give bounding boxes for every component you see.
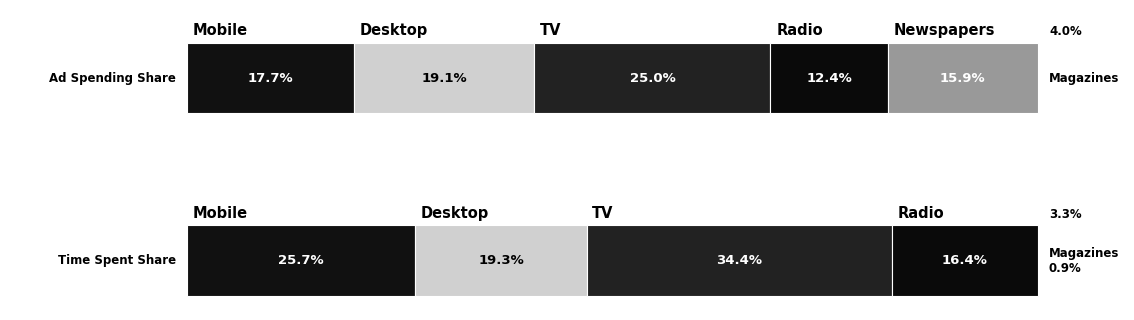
Text: Desktop: Desktop xyxy=(359,23,429,38)
Text: 34.4%: 34.4% xyxy=(717,254,762,267)
Text: Magazines: Magazines xyxy=(1049,71,1119,84)
Text: 4.0%: 4.0% xyxy=(1049,25,1082,38)
Bar xyxy=(354,43,534,113)
Text: Magazines
0.9%: Magazines 0.9% xyxy=(1049,247,1119,275)
Text: 17.7%: 17.7% xyxy=(248,71,294,84)
Bar xyxy=(415,226,586,296)
Text: 3.3%: 3.3% xyxy=(1049,208,1082,221)
Text: Ad Spending Share: Ad Spending Share xyxy=(49,71,176,84)
Text: 12.4%: 12.4% xyxy=(806,71,852,84)
Text: 25.7%: 25.7% xyxy=(278,254,324,267)
Text: TV: TV xyxy=(540,23,561,38)
Text: 19.3%: 19.3% xyxy=(479,254,524,267)
Text: Radio: Radio xyxy=(776,23,823,38)
Bar xyxy=(586,226,892,296)
Bar xyxy=(534,43,770,113)
Text: 25.0%: 25.0% xyxy=(629,71,676,84)
Bar xyxy=(770,43,888,113)
Bar xyxy=(892,226,1038,296)
Text: 16.4%: 16.4% xyxy=(942,254,988,267)
Bar xyxy=(187,226,415,296)
Bar xyxy=(888,43,1038,113)
Bar xyxy=(187,43,354,113)
Text: TV: TV xyxy=(592,206,613,221)
Text: Radio: Radio xyxy=(898,206,945,221)
Text: Desktop: Desktop xyxy=(421,206,489,221)
Text: 15.9%: 15.9% xyxy=(940,71,985,84)
Text: Time Spent Share: Time Spent Share xyxy=(58,254,176,267)
Text: 19.1%: 19.1% xyxy=(422,71,467,84)
Text: Mobile: Mobile xyxy=(193,23,248,38)
Text: Newspapers: Newspapers xyxy=(894,23,995,38)
Text: Mobile: Mobile xyxy=(193,206,248,221)
